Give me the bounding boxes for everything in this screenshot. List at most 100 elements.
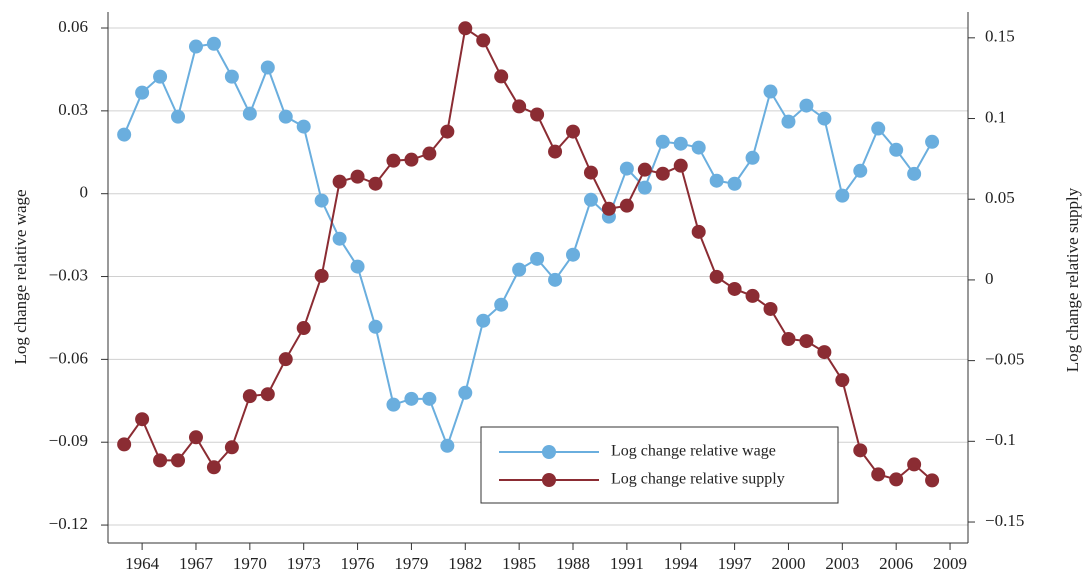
y2-tick-label: −0.1 [985, 430, 1016, 449]
marker [745, 288, 760, 303]
marker [583, 192, 598, 207]
y-tick-label: −0.06 [49, 348, 88, 367]
x-tick-label: 1988 [556, 554, 590, 573]
marker [871, 467, 886, 482]
x-tick-label: 1994 [664, 554, 699, 573]
marker [296, 321, 311, 336]
x-tick-label: 1967 [179, 554, 214, 573]
x-tick-label: 1982 [448, 554, 482, 573]
marker [350, 259, 365, 274]
y-axis-label: Log change relative wage [11, 189, 30, 364]
marker [566, 124, 581, 139]
x-tick-label: 1997 [718, 554, 753, 573]
marker [637, 162, 652, 177]
marker [781, 331, 796, 346]
marker [709, 269, 724, 284]
marker [296, 119, 311, 134]
marker [530, 251, 545, 266]
marker [117, 127, 132, 142]
marker [278, 109, 293, 124]
legend-label: Log change relative supply [611, 471, 785, 488]
y-tick-label: 0 [80, 183, 89, 202]
marker [153, 453, 168, 468]
marker [709, 173, 724, 188]
marker [332, 174, 347, 189]
marker [745, 150, 760, 165]
marker [260, 387, 275, 402]
marker [889, 142, 904, 157]
marker [440, 124, 455, 139]
marker [206, 460, 221, 475]
x-tick-label: 2006 [879, 554, 913, 573]
marker [853, 163, 868, 178]
marker [799, 334, 814, 349]
marker [727, 176, 742, 191]
marker [422, 146, 437, 161]
marker [386, 153, 401, 168]
y-tick-label: −0.12 [49, 514, 88, 533]
y2-tick-label: −0.05 [985, 350, 1024, 369]
marker [404, 391, 419, 406]
marker [224, 69, 239, 84]
legend-marker [542, 473, 556, 487]
marker [278, 352, 293, 367]
x-tick-label: 1991 [610, 554, 644, 573]
marker [799, 98, 814, 113]
marker [655, 166, 670, 181]
marker [871, 121, 886, 136]
marker [673, 158, 688, 173]
marker [817, 111, 832, 126]
marker [925, 473, 940, 488]
marker [135, 412, 150, 427]
marker [242, 389, 257, 404]
marker [386, 397, 401, 412]
marker [135, 85, 150, 100]
y2-tick-label: 0.15 [985, 27, 1015, 46]
marker [601, 201, 616, 216]
y-tick-label: 0.03 [58, 100, 88, 119]
marker [566, 247, 581, 262]
y2-tick-label: 0.1 [985, 107, 1006, 126]
marker [548, 272, 563, 287]
legend-box [480, 426, 839, 504]
marker [476, 33, 491, 48]
marker [476, 313, 491, 328]
marker [422, 391, 437, 406]
marker [260, 60, 275, 75]
marker [404, 152, 419, 167]
y-tick-label: −0.09 [49, 431, 88, 450]
x-tick-label: 1979 [394, 554, 428, 573]
marker [314, 268, 329, 283]
marker [494, 69, 509, 84]
marker [907, 166, 922, 181]
marker [368, 319, 383, 334]
marker [583, 165, 598, 180]
series-line [123, 26, 933, 482]
marker [206, 36, 221, 51]
x-tick-label: 1973 [287, 554, 321, 573]
marker [188, 39, 203, 54]
marker [691, 140, 706, 155]
marker [853, 443, 868, 458]
marker [224, 440, 239, 455]
marker [673, 136, 688, 151]
y2-tick-label: 0.05 [985, 188, 1015, 207]
marker [619, 198, 634, 213]
marker [925, 134, 940, 149]
marker [171, 109, 186, 124]
y2-axis-label: Log change relative supply [1063, 187, 1082, 372]
x-tick-label: 2003 [825, 554, 859, 573]
marker [458, 385, 473, 400]
y2-tick-label: 0 [985, 269, 994, 288]
y2-tick-label: −0.15 [985, 511, 1024, 530]
marker [889, 472, 904, 487]
marker [368, 176, 383, 191]
marker [530, 107, 545, 122]
series-line [123, 42, 933, 449]
marker [637, 180, 652, 195]
marker [781, 114, 796, 129]
x-tick-label: 1970 [233, 554, 267, 573]
y-tick-label: 0.06 [58, 17, 88, 36]
x-tick-label: 1985 [502, 554, 536, 573]
